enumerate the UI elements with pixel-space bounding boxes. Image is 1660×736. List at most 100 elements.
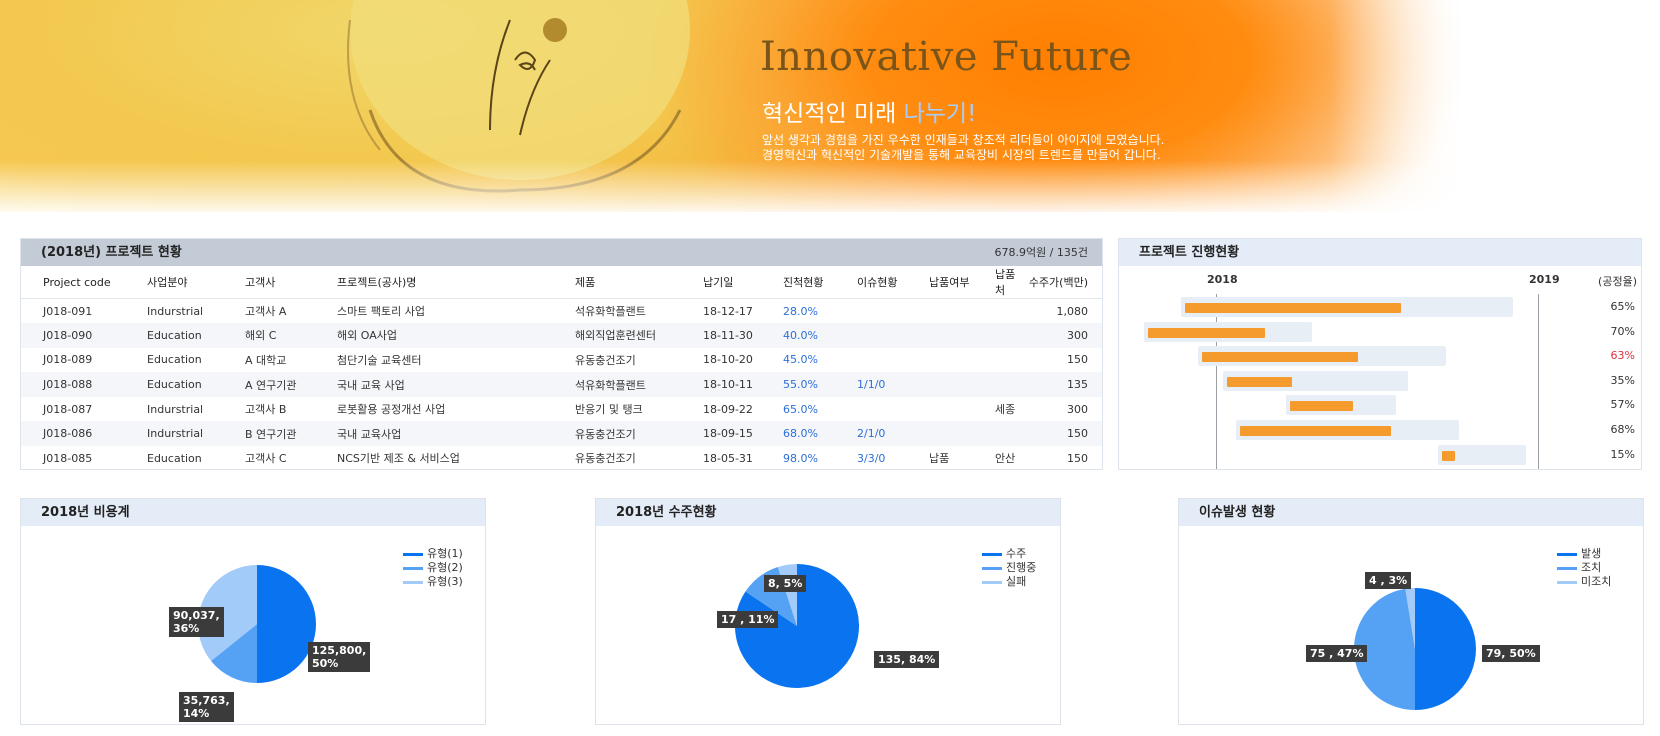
gantt-row[interactable]: 70% [1119, 319, 1643, 343]
gantt-row[interactable]: 35% [1119, 368, 1643, 392]
table-cell: NCS기반 제조 & 서비스업 [337, 452, 460, 466]
banner-subtitle-main: 혁신적인 미래 [762, 101, 904, 127]
legend-item[interactable]: 미조치 [1557, 575, 1611, 589]
table-cell: Education [147, 451, 202, 465]
column-header[interactable]: 프로젝트(공사)명 [315, 266, 553, 299]
gantt-progress-bar [1147, 327, 1266, 338]
legend-item[interactable]: 실패 [982, 575, 1036, 589]
table-cell: 18-12-17 [703, 304, 753, 318]
column-header[interactable]: 이슈현황 [835, 266, 907, 299]
table-cell: 45.0% [783, 353, 818, 367]
pie-slice-유형(2)[interactable] [211, 624, 257, 683]
legend-item[interactable]: 수주 [982, 547, 1036, 561]
legend-label: 미조치 [1581, 575, 1612, 588]
table-cell [907, 372, 973, 397]
orders-chart-panel: 2018년 수주현황 수주 진행중 실패 135, 84% 17 , 11% 8, 5% [595, 498, 1061, 725]
cost-legend: 유형(1) 유형(2) 유형(3) [403, 547, 463, 589]
table-cell [907, 323, 973, 348]
legend-item[interactable]: 진행중 [982, 561, 1036, 575]
table-cell: 안산 [995, 452, 1016, 466]
table-cell: J018-090 [21, 323, 125, 348]
pie-data-label: 8, 5% [764, 575, 807, 592]
column-header[interactable]: Project code [21, 266, 125, 299]
table-cell: 로봇활용 공정개선 사업 [337, 403, 446, 417]
table-cell: 150 [1023, 421, 1102, 447]
table-row[interactable]: J018-088 Education A 연구기관 국내 교육 사업 석유화학플랜트 18… [21, 372, 1102, 397]
legend-label: 유형(3) [427, 575, 463, 588]
gantt-year-line-2018 [1216, 294, 1217, 469]
pie-slice-조치[interactable] [1354, 588, 1415, 710]
column-header[interactable]: 제품 [553, 266, 681, 299]
legend-item[interactable]: 유형(2) [403, 561, 463, 575]
table-cell: J018-086 [21, 421, 125, 447]
pie-slice-진행중[interactable] [745, 567, 797, 626]
table-cell: B 연구기관 [223, 421, 315, 447]
column-header[interactable]: 사업분야 [125, 266, 223, 299]
gantt-year-line-2019 [1538, 294, 1539, 469]
table-cell: 유동충건조기 [575, 452, 636, 466]
legend-swatch [982, 552, 1002, 556]
legend-item[interactable]: 발생 [1557, 547, 1611, 561]
column-header[interactable]: 고객사 [223, 266, 315, 299]
cost-chart-header: 2018년 비용계 [21, 499, 485, 526]
table-row[interactable]: J018-087 Indurstrial 고객사 B 로봇활용 공정개선 사업 반응기 … [21, 397, 1102, 422]
gantt-row[interactable]: 68% [1119, 417, 1643, 441]
table-cell: 18-09-22 [703, 402, 753, 416]
banner-desc-line2: 경영혁신과 혁신적인 기술개발을 통해 교육장비 시장의 트렌드를 만들어 갑니… [762, 148, 1161, 162]
gantt-year-2018: 2018 [1207, 273, 1238, 286]
pie-slice-미조치[interactable] [1405, 588, 1415, 649]
pie-slice-유형(1)[interactable] [257, 565, 316, 683]
table-cell: 세종 [995, 403, 1016, 417]
table-row[interactable]: J018-086 Indurstrial B 연구기관 국내 교육사업 유동충건조기 18… [21, 421, 1102, 447]
table-cell: J018-087 [43, 402, 93, 416]
pie-data-label: 4 , 3% [1365, 572, 1412, 589]
pie-data-label: 125,800, 50% [308, 642, 371, 672]
table-cell: 18-09-15 [681, 421, 761, 447]
project-status-title: (2018년) 프로젝트 현황 [41, 245, 182, 260]
gantt-row[interactable]: 57% [1119, 392, 1643, 416]
table-cell: Indurstrial [125, 421, 223, 447]
banner-subtitle-highlight: 나누기! [903, 101, 977, 127]
table-row[interactable]: J018-085 Education 고객사 C NCS기반 제조 & 서비스업 유동충… [21, 446, 1102, 471]
orders-pie-chart [735, 564, 859, 688]
table-cell: 납품 [929, 452, 950, 466]
column-header[interactable]: 납품처 [973, 266, 1023, 299]
banner-title: Innovative Future [760, 34, 1133, 80]
pie-slice-발생[interactable] [1415, 588, 1476, 710]
legend-item[interactable]: 유형(3) [403, 575, 463, 589]
column-header[interactable]: 수주가(백만) [1023, 266, 1102, 299]
gantt-progress-bar [1202, 352, 1359, 363]
legend-label: 조치 [1581, 561, 1602, 574]
gantt-percent: 68% [1610, 423, 1635, 436]
pie-data-label: 35,763, 14% [179, 692, 234, 722]
gantt-percent: 63% [1610, 349, 1635, 363]
gantt-row[interactable]: 63% [1119, 343, 1643, 367]
gantt-row[interactable]: 15% [1119, 442, 1643, 466]
gantt-year-2019: 2019 [1529, 273, 1560, 286]
table-cell: J018-091 [43, 304, 93, 318]
gantt-track [1437, 444, 1526, 465]
table-cell [907, 421, 973, 447]
table-cell: 국내 교육 사업 [315, 372, 553, 397]
gantt-progress-bar [1240, 426, 1392, 436]
table-row[interactable]: J018-089 Education A 대학교 첨단기술 교육센터 유동충건조기 18-… [21, 348, 1102, 373]
legend-item[interactable]: 조치 [1557, 561, 1611, 575]
issues-chart-title: 이슈발생 현황 [1199, 505, 1276, 520]
issues-chart-header: 이슈발생 현황 [1179, 499, 1643, 526]
table-cell: 300 [1023, 323, 1102, 348]
table-row[interactable]: J018-090 Education 해외 C 해외 OA사업 해외직업훈련센터 18-1… [21, 323, 1102, 348]
column-header[interactable]: 진척현황 [761, 266, 835, 299]
table-row[interactable]: J018-091 Indurstrial 고객사 A 스마트 팩토리 사업 석유화학플랜… [21, 299, 1102, 324]
column-header[interactable]: 납품여부 [907, 266, 973, 299]
column-header[interactable]: 납기일 [681, 266, 761, 299]
table-header-row: Project code 사업분야 고객사 프로젝트(공사)명 제품 납기일 진척현황 이슈현… [21, 266, 1102, 299]
issues-legend: 발생 조치 미조치 [1557, 547, 1611, 589]
pie-data-label: 17 , 11% [717, 611, 779, 628]
banner-desc-line1: 앞선 생각과 경험을 가진 우수한 인재들과 창조적 리더들이 아이지에 모였습… [762, 133, 1165, 147]
legend-item[interactable]: 유형(1) [403, 547, 463, 561]
gantt-percent: 57% [1610, 398, 1635, 412]
project-progress-header: 프로젝트 진행현황 [1119, 239, 1641, 266]
gantt-row[interactable]: 65% [1119, 294, 1643, 318]
legend-label: 진행중 [1006, 561, 1037, 574]
table-cell [973, 323, 1023, 348]
